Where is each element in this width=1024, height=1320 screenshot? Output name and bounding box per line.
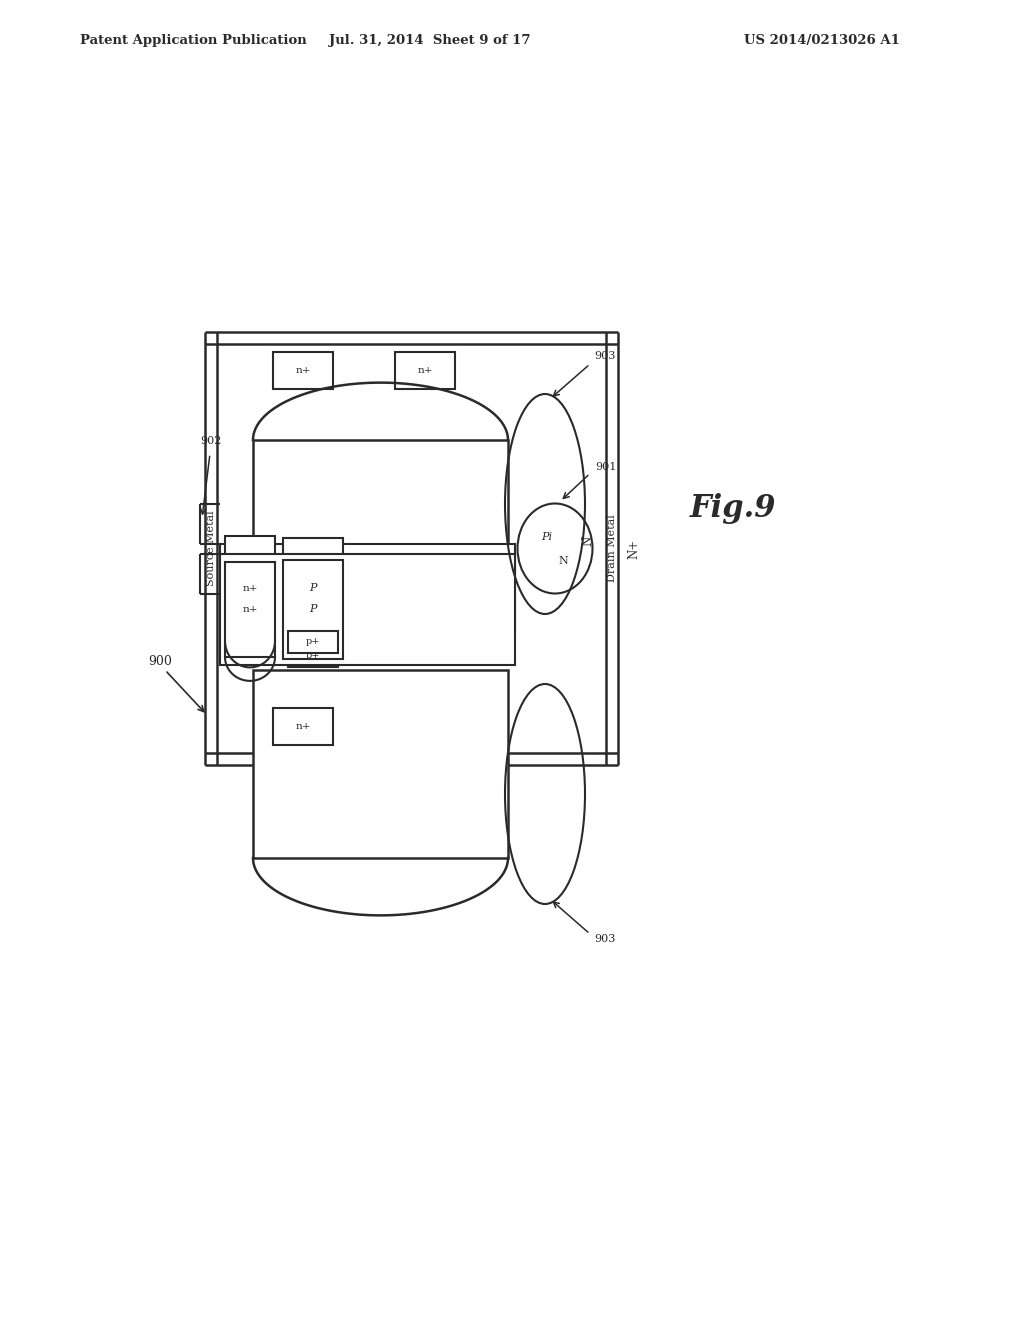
Text: n+: n+	[417, 366, 433, 375]
Text: 902: 902	[200, 436, 221, 446]
Text: Fig.9: Fig.9	[690, 492, 776, 524]
Text: Patent Application Publication: Patent Application Publication	[80, 34, 307, 48]
Bar	[395, 352, 455, 389]
Bar	[283, 560, 343, 659]
Text: Jul. 31, 2014  Sheet 9 of 17: Jul. 31, 2014 Sheet 9 of 17	[330, 34, 530, 48]
Bar	[273, 352, 333, 389]
Bar	[288, 645, 338, 667]
Text: P: P	[309, 605, 316, 614]
Text: p+: p+	[306, 652, 321, 660]
Text: n+: n+	[295, 722, 310, 731]
Text: N+: N+	[628, 539, 640, 558]
Text: n+: n+	[295, 366, 310, 375]
Bar	[253, 671, 508, 858]
Bar	[225, 561, 275, 657]
Bar	[253, 440, 508, 628]
Text: 903: 903	[594, 935, 615, 944]
Bar	[273, 708, 333, 744]
Bar	[225, 536, 275, 642]
Text: Drain Metal: Drain Metal	[607, 515, 617, 582]
Text: 903: 903	[594, 351, 615, 360]
Text: US 2014/0213026 A1: US 2014/0213026 A1	[744, 34, 900, 48]
Text: N: N	[582, 536, 595, 545]
Text: Source Metal: Source Metal	[206, 511, 216, 586]
Text: n+: n+	[243, 605, 258, 614]
Text: 900: 900	[148, 655, 172, 668]
Bar	[220, 544, 515, 634]
Text: P: P	[309, 583, 316, 593]
Bar	[283, 537, 343, 639]
Bar	[288, 631, 338, 653]
Text: 901: 901	[595, 462, 616, 473]
Text: Pi: Pi	[542, 532, 553, 541]
Text: n+: n+	[243, 583, 258, 593]
Text: p+: p+	[306, 638, 321, 647]
Bar	[220, 553, 515, 665]
Text: N: N	[558, 556, 568, 565]
